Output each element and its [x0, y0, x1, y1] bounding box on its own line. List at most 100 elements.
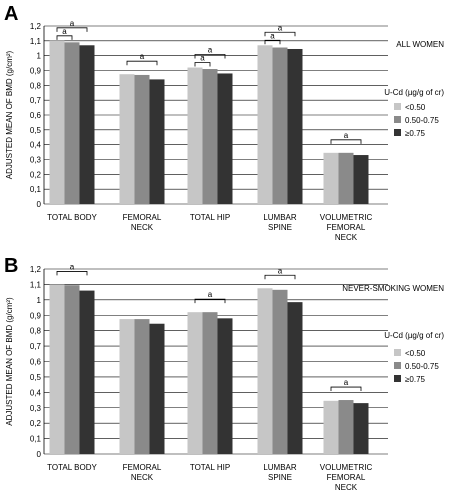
bar-b-series1-cat0	[64, 285, 80, 454]
y-axis-label: ADJUSTED MEAN OF BMD (g/cm²)	[5, 50, 14, 179]
panel-title: ALL WOMEN	[396, 40, 444, 49]
y-tick-label: 0,3	[30, 404, 42, 413]
category-label: SPINE	[268, 473, 292, 482]
category-label: TOTAL HIP	[190, 463, 230, 472]
y-tick-label: 0,8	[30, 327, 42, 336]
category-label: NECK	[131, 223, 154, 232]
legend-title: U-Cd (µg/g of cr)	[384, 88, 444, 97]
category-label: VOLUMETRIC	[320, 463, 373, 472]
legend-swatch	[394, 129, 401, 136]
y-tick-label: 1,2	[30, 22, 42, 31]
y-tick-label: 0,1	[30, 435, 42, 444]
significance-bracket	[330, 139, 362, 144]
y-tick-label: 1,1	[30, 280, 42, 289]
panel-label: B	[4, 255, 18, 277]
chart-panel-a: A 0 0,1 0,2 0,3 0,4 0,5 0,6 0,7 0,8 0,9 1 1,1 1,2 ADJU…	[4, 3, 444, 242]
category-label: NECK	[335, 483, 358, 492]
y-tick-label: 0,8	[30, 81, 42, 90]
legend-title: U-Cd (µg/g of cr)	[384, 331, 444, 340]
legend-label: <0.50	[405, 349, 426, 358]
y-tick-label: 0,4	[30, 141, 42, 150]
significance-label: a	[278, 266, 283, 275]
y-tick-label: 1	[37, 52, 42, 61]
legend-label: ≥0.75	[405, 375, 426, 384]
bar-a-series2-cat4	[353, 155, 369, 204]
legend-swatch	[394, 103, 401, 110]
y-tick-label: 0,9	[30, 311, 42, 320]
category-label: SPINE	[268, 223, 292, 232]
significance-bracket	[56, 35, 73, 40]
category-label: FEMORAL	[123, 463, 162, 472]
y-tick-label: 0,1	[30, 185, 42, 194]
y-tick-label: 0	[37, 450, 42, 459]
y-tick-label: 1,1	[30, 37, 42, 46]
bar-b-series0-cat2	[187, 312, 203, 454]
category-label: TOTAL BODY	[47, 213, 97, 222]
y-tick-label: 0,2	[30, 170, 42, 179]
bar-b-series1-cat4	[338, 400, 354, 454]
bar-b-series1-cat3	[272, 289, 288, 454]
legend-swatch	[394, 375, 401, 382]
y-tick-label: 0	[37, 200, 42, 209]
bar-b-series2-cat3	[287, 302, 303, 454]
significance-bracket	[194, 62, 211, 67]
significance-label: a	[270, 31, 275, 40]
category-label: FEMORAL	[123, 213, 162, 222]
significance-label: a	[62, 27, 67, 36]
bar-a-series2-cat0	[79, 45, 95, 205]
y-tick-label: 0,2	[30, 419, 42, 428]
legend-swatch	[394, 362, 401, 369]
bar-b-series2-cat0	[79, 290, 95, 454]
bar-a-series2-cat1	[149, 79, 165, 204]
bar-a-series1-cat1	[134, 74, 150, 204]
bar-b-series0-cat0	[49, 284, 65, 454]
bar-a-series1-cat0	[64, 42, 80, 204]
bar-b-series1-cat1	[134, 319, 150, 454]
bar-b-series1-cat2	[202, 312, 218, 454]
y-axis-label: ADJUSTED MEAN OF BMD (g/cm²)	[5, 297, 14, 426]
category-label: TOTAL BODY	[47, 463, 97, 472]
legend-swatch	[394, 116, 401, 123]
significance-bracket	[194, 298, 226, 304]
bar-b-series0-cat4	[323, 400, 339, 454]
y-tick-label: 0,5	[30, 373, 42, 382]
chart-panel-b: B 0 0,1 0,2 0,3 0,4 0,5 0,6 0,7 0,8 0,9 1 1,1 1,2 ADJU…	[4, 255, 444, 492]
bar-b-series2-cat4	[353, 403, 369, 454]
category-label: VOLUMETRIC	[320, 213, 373, 222]
category-label: FEMORAL	[327, 223, 366, 232]
category-label: TOTAL HIP	[190, 213, 230, 222]
bar-b-series2-cat2	[217, 318, 233, 454]
category-label: NECK	[131, 473, 154, 482]
bar-a-series2-cat2	[217, 73, 233, 204]
y-tick-label: 0,9	[30, 67, 42, 76]
significance-label: a	[208, 290, 213, 299]
significance-label: a	[70, 262, 75, 271]
bar-a-series0-cat1	[119, 74, 135, 204]
significance-label: a	[140, 52, 145, 61]
y-tick-label: 0,7	[30, 342, 42, 351]
y-tick-label: 0,7	[30, 96, 42, 105]
significance-label: a	[70, 19, 75, 28]
legend-label: 0.50-0.75	[405, 362, 439, 371]
bar-a-series1-cat3	[272, 47, 288, 205]
y-tick-label: 0,4	[30, 388, 42, 397]
panel-label: A	[4, 3, 18, 25]
legend-swatch	[394, 349, 401, 356]
legend-label: 0.50-0.75	[405, 116, 439, 125]
significance-bracket	[264, 39, 281, 45]
bar-a-series0-cat4	[323, 152, 339, 204]
category-label: FEMORAL	[327, 473, 366, 482]
bar-b-series0-cat3	[257, 288, 273, 454]
y-tick-label: 0,6	[30, 358, 42, 367]
significance-label: a	[200, 54, 205, 63]
y-tick-label: 1	[37, 296, 42, 305]
significance-label: a	[344, 378, 349, 387]
bar-a-series0-cat0	[49, 40, 65, 205]
significance-bracket	[264, 274, 296, 280]
y-tick-label: 1,2	[30, 265, 42, 274]
significance-bracket	[330, 386, 362, 392]
significance-label: a	[344, 131, 349, 140]
bar-a-series2-cat3	[287, 48, 303, 204]
bar-b-series2-cat1	[149, 323, 165, 454]
